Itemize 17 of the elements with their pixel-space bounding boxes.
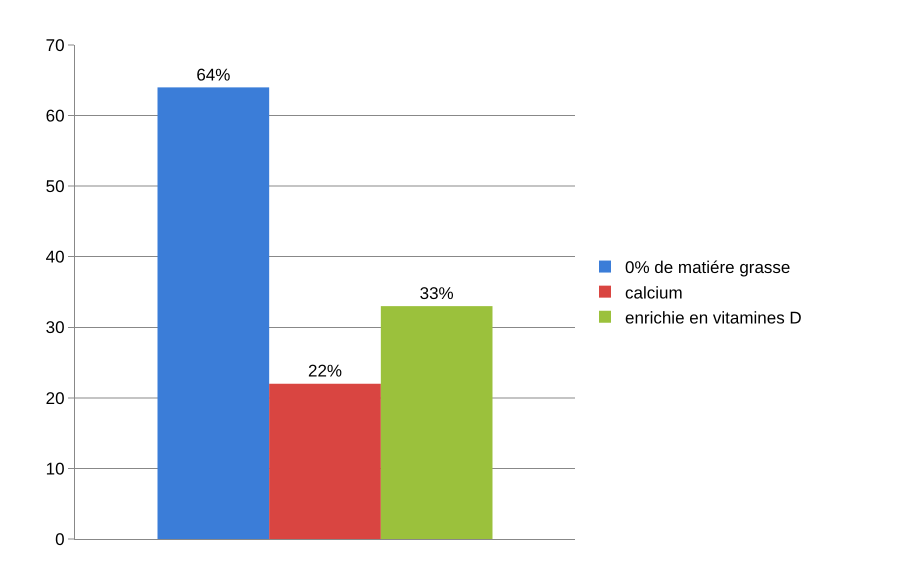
y-tick-label: 0: [55, 530, 65, 549]
y-tick-label: 20: [46, 388, 65, 408]
y-tick-label: 60: [46, 106, 65, 126]
y-tick-label: 30: [46, 318, 65, 338]
legend-label: enrichie en vitamines D: [625, 308, 802, 328]
data-label: 22%: [308, 362, 342, 381]
bar: [380, 306, 492, 539]
data-label: 64%: [196, 65, 230, 84]
bar: [269, 384, 381, 539]
y-tick-label: 40: [46, 248, 65, 267]
legend-label: calcium: [625, 283, 683, 302]
data-label: 33%: [420, 284, 454, 304]
y-tick-label: 10: [46, 459, 65, 478]
y-tick-label: 70: [46, 36, 65, 55]
y-tick-label: 50: [46, 177, 65, 196]
legend-label: 0% de matiére grasse: [625, 258, 790, 278]
bar: [158, 87, 270, 539]
